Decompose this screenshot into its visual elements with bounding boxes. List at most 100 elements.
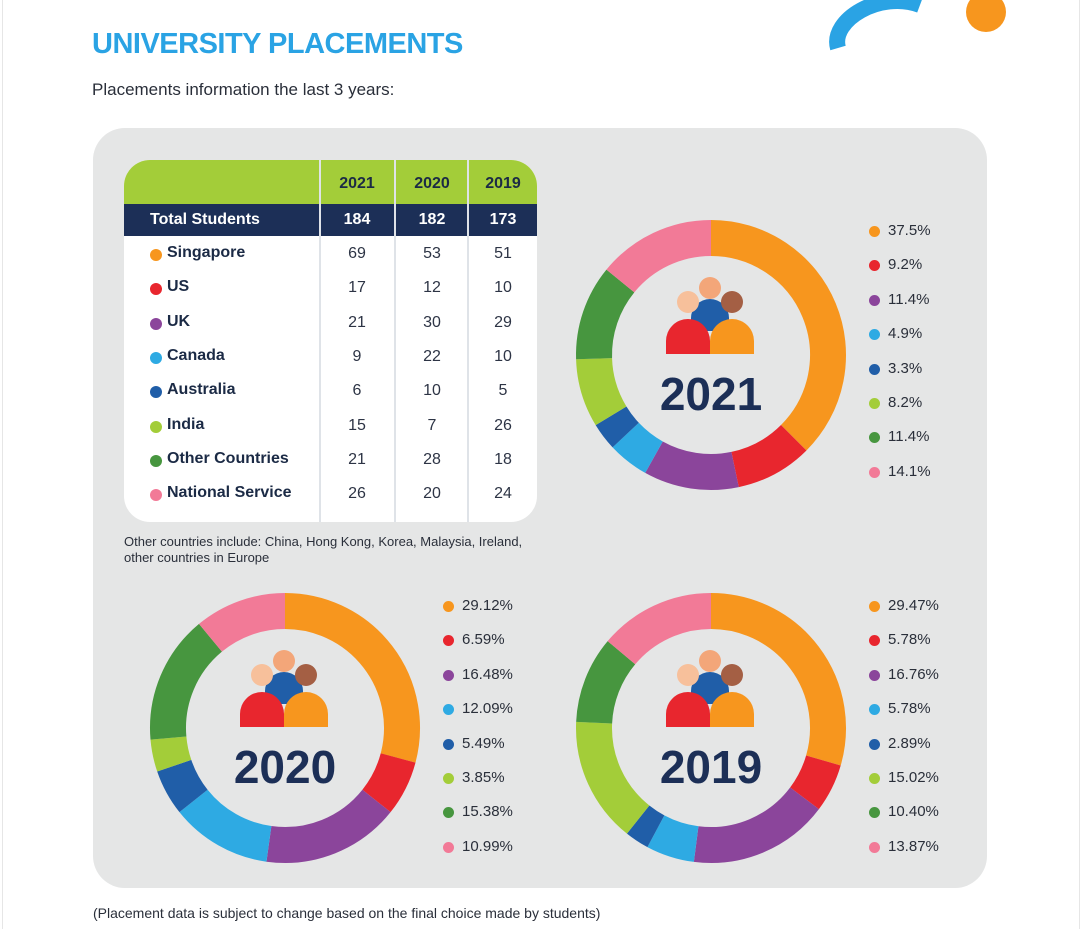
legend-label: 14.1% bbox=[888, 462, 931, 480]
people-icon bbox=[666, 650, 754, 727]
row-label: UK bbox=[167, 313, 191, 330]
canada-dot bbox=[150, 352, 162, 364]
table-cell: 29 bbox=[494, 314, 512, 331]
table-cell: 28 bbox=[423, 451, 441, 468]
legend-label: 16.48% bbox=[462, 665, 513, 683]
us-dot bbox=[150, 283, 162, 295]
legend-dot bbox=[869, 226, 880, 237]
table-row-australia: Australia 6 10 5 bbox=[124, 375, 537, 409]
legend-label: 4.9% bbox=[888, 325, 923, 343]
legend-dot bbox=[869, 432, 880, 444]
people-icon bbox=[666, 277, 754, 354]
legend-dot bbox=[869, 704, 880, 716]
donut-slice-uk bbox=[645, 441, 739, 490]
legend-dot bbox=[869, 397, 880, 409]
decorative-shapes bbox=[829, 0, 1006, 51]
donut-chart-2021: 2021 bbox=[576, 220, 846, 490]
donut-slice-us bbox=[362, 752, 416, 813]
table-cell: 21 bbox=[348, 451, 366, 468]
total-2021: 184 bbox=[343, 211, 371, 228]
legend-dot bbox=[443, 772, 454, 784]
national-service-dot bbox=[150, 489, 162, 501]
donut-slice-national-service bbox=[199, 593, 286, 653]
legend-label: 12.09% bbox=[462, 700, 513, 718]
table-cell: 22 bbox=[423, 348, 441, 365]
total-students-label: Total Students bbox=[150, 211, 260, 228]
year-header-2021: 2021 bbox=[339, 175, 375, 192]
table-cell: 10 bbox=[423, 382, 441, 399]
row-label: National Service bbox=[167, 484, 292, 501]
table-row-india: India 15 7 26 bbox=[124, 410, 537, 444]
india-dot bbox=[150, 421, 162, 433]
table-cell: 9 bbox=[352, 348, 362, 365]
donut-slice-india bbox=[150, 736, 192, 772]
donut-year-label: 2020 bbox=[234, 741, 336, 793]
table-cell: 17 bbox=[348, 279, 366, 296]
legend-label: 9.2% bbox=[888, 256, 923, 274]
legend-label: 15.38% bbox=[462, 803, 513, 821]
donut-slice-us bbox=[730, 424, 807, 488]
legend-dot bbox=[869, 601, 880, 612]
donut-slice-other-countries bbox=[576, 641, 636, 725]
donut-slice-national-service bbox=[606, 220, 712, 293]
total-2020: 182 bbox=[418, 211, 446, 228]
legend-label: 6.59% bbox=[462, 631, 505, 649]
legend-label: 37.5% bbox=[888, 222, 931, 239]
table-cell: 30 bbox=[423, 314, 441, 331]
legend-dot bbox=[869, 363, 880, 375]
legend-label: 5.78% bbox=[888, 631, 931, 649]
table-cell: 20 bbox=[423, 485, 441, 502]
column-divider bbox=[319, 160, 321, 522]
legend-dot bbox=[869, 635, 880, 647]
legend-label: 3.85% bbox=[462, 768, 505, 786]
legend-label: 5.49% bbox=[462, 734, 505, 752]
table-row-uk: UK 21 30 29 bbox=[124, 307, 537, 341]
donut-slice-other-countries bbox=[150, 623, 223, 740]
table-cell: 51 bbox=[494, 245, 512, 262]
column-divider bbox=[467, 160, 469, 522]
singapore-dot bbox=[150, 249, 162, 261]
legend-dot bbox=[869, 807, 880, 819]
blue-arc-decoration bbox=[829, 0, 922, 51]
donut-slice-uk bbox=[693, 787, 819, 863]
legend-dot bbox=[443, 807, 454, 819]
legend-dot bbox=[869, 772, 880, 784]
legend-label: 15.02% bbox=[888, 768, 939, 786]
legend-dot bbox=[869, 669, 880, 681]
legend-label: 16.76% bbox=[888, 665, 939, 683]
year-header-2020: 2020 bbox=[414, 175, 450, 192]
column-divider bbox=[394, 160, 396, 522]
legend-label: 29.47% bbox=[888, 597, 939, 614]
legend-dot bbox=[443, 704, 454, 716]
donut-year-label: 2019 bbox=[660, 741, 762, 793]
legend-label: 2.89% bbox=[888, 734, 931, 752]
table-row-national-service: National Service 26 20 24 bbox=[124, 478, 537, 512]
legend-dot bbox=[869, 329, 880, 341]
table-row-other-countries: Other Countries 21 28 18 bbox=[124, 444, 537, 478]
table-cell: 6 bbox=[352, 382, 362, 399]
uk-dot bbox=[150, 318, 162, 330]
legend-label: 8.2% bbox=[888, 393, 923, 411]
page-title: UNIVERSITY PLACEMENTS bbox=[92, 28, 463, 60]
donut-slice-national-service bbox=[607, 593, 712, 665]
row-label: Singapore bbox=[167, 244, 246, 261]
donut-slice-canada bbox=[647, 815, 700, 862]
table-row-us: US 17 12 10 bbox=[124, 272, 537, 306]
donut-slice-australia bbox=[595, 406, 640, 448]
table-cell: 26 bbox=[494, 417, 512, 434]
legend-dot bbox=[869, 294, 880, 306]
donut-slice-australia bbox=[626, 805, 665, 848]
footer-disclaimer: (Placement data is subject to change bas… bbox=[93, 905, 601, 921]
donut-slice-uk bbox=[266, 789, 391, 863]
legend-dot bbox=[443, 601, 454, 612]
legend-dot bbox=[443, 635, 454, 647]
legend-label: 29.12% bbox=[462, 597, 513, 614]
table-cell: 10 bbox=[494, 348, 512, 365]
legend-dot bbox=[869, 260, 880, 272]
table-cell: 26 bbox=[348, 485, 366, 502]
orange-circle-decoration bbox=[966, 0, 1006, 32]
table-cell: 12 bbox=[423, 279, 441, 296]
table-cell: 24 bbox=[494, 485, 512, 502]
legend-dot bbox=[443, 669, 454, 681]
donut-slice-canada bbox=[612, 422, 664, 473]
